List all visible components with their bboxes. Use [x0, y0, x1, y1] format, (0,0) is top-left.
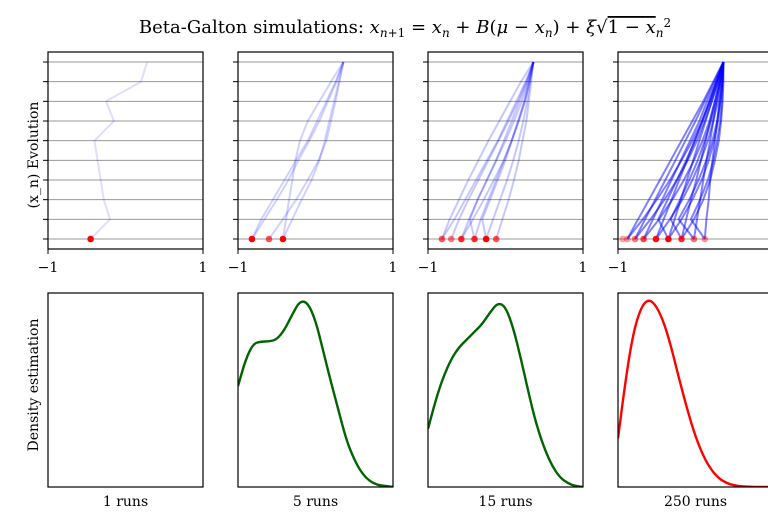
endpoint-marker — [678, 235, 685, 243]
row-label-density: Density estimation — [26, 319, 42, 452]
density-panel-1: 1 runs — [47, 292, 204, 510]
endpoint-marker — [458, 235, 465, 243]
simulation-path — [441, 61, 535, 240]
runs-label: 1 runs — [103, 494, 148, 510]
endpoint-marker — [665, 235, 672, 243]
simulation-path — [460, 61, 535, 240]
endpoint-marker — [87, 235, 94, 243]
simulation-path — [281, 61, 345, 240]
simulation-path — [440, 61, 535, 240]
simulation-path — [281, 61, 345, 240]
panel-frame — [47, 51, 204, 250]
density-panel-250: 250 runs — [617, 292, 768, 510]
title-prefix: Beta-Galton simulations: — [139, 17, 370, 38]
simulation-path — [268, 61, 345, 240]
panel-frame — [617, 51, 768, 250]
simulation-path — [634, 61, 725, 240]
simulation-path — [495, 61, 535, 240]
endpoint-marker — [438, 235, 446, 243]
simulation-path — [251, 61, 345, 240]
simulation-path — [689, 61, 725, 240]
x-tick-label: 1 — [389, 260, 398, 276]
endpoint-marker — [447, 235, 455, 243]
endpoint-marker — [471, 235, 478, 243]
simulation-path — [669, 61, 725, 240]
simulation-path — [485, 61, 535, 240]
simulation-path — [657, 61, 725, 240]
simulation-path — [642, 61, 725, 240]
simulation-path — [481, 61, 535, 240]
endpoint-marker — [279, 235, 287, 243]
evolution-panel-5: −1 1 — [228, 51, 398, 276]
panel-frame — [427, 51, 584, 250]
endpoint-marker — [640, 235, 647, 243]
simulation-path — [450, 61, 535, 240]
endpoint-marker — [265, 235, 273, 243]
evolution-panel-250: −11 — [608, 51, 768, 276]
runs-label: 5 runs — [293, 494, 338, 510]
panel-frame — [617, 292, 768, 488]
x-tick-label: −1 — [228, 260, 249, 276]
endpoint-marker — [248, 235, 256, 243]
density-curve — [238, 300, 393, 487]
evolution-panel-15: −1 1 — [418, 51, 588, 276]
endpoint-marker — [690, 235, 698, 243]
x-tick-label: 1 — [579, 260, 588, 276]
x-tick-label: −1 — [608, 260, 629, 276]
simulation-path — [251, 61, 345, 240]
density-panel-15: 15 runs — [427, 292, 584, 510]
row-label-evolution: (x_n) Evolution — [26, 102, 42, 209]
endpoint-marker — [482, 235, 490, 243]
endpoint-marker — [652, 235, 660, 243]
density-curve — [618, 299, 768, 487]
x-tick-label: 1 — [199, 260, 208, 276]
endpoint-marker — [631, 235, 639, 243]
runs-label: 15 runs — [478, 494, 532, 510]
density-panel-5: 5 runs — [237, 292, 394, 510]
simulation-path — [626, 61, 725, 240]
endpoint-marker — [492, 235, 500, 243]
x-tick-label: −1 — [418, 260, 439, 276]
evolution-panel-1: −1 1 — [38, 51, 208, 276]
runs-label: 250 runs — [664, 494, 727, 510]
simulation-path — [468, 61, 535, 240]
figure-title: Beta-Galton simulations: xn+1 = xn + B(μ… — [139, 16, 671, 40]
x-tick-label: −1 — [38, 260, 59, 276]
endpoint-marker — [701, 235, 709, 243]
simulation-path — [89, 61, 149, 240]
panel-frame — [237, 292, 394, 488]
panel-frame — [237, 51, 394, 250]
panel-frame — [47, 292, 204, 488]
endpoint-marker — [619, 235, 626, 243]
density-curve — [428, 302, 583, 487]
simulation-path — [473, 61, 535, 240]
simulation-path — [460, 61, 535, 240]
panel-frame — [427, 292, 584, 488]
endpoint-marker — [624, 235, 631, 243]
